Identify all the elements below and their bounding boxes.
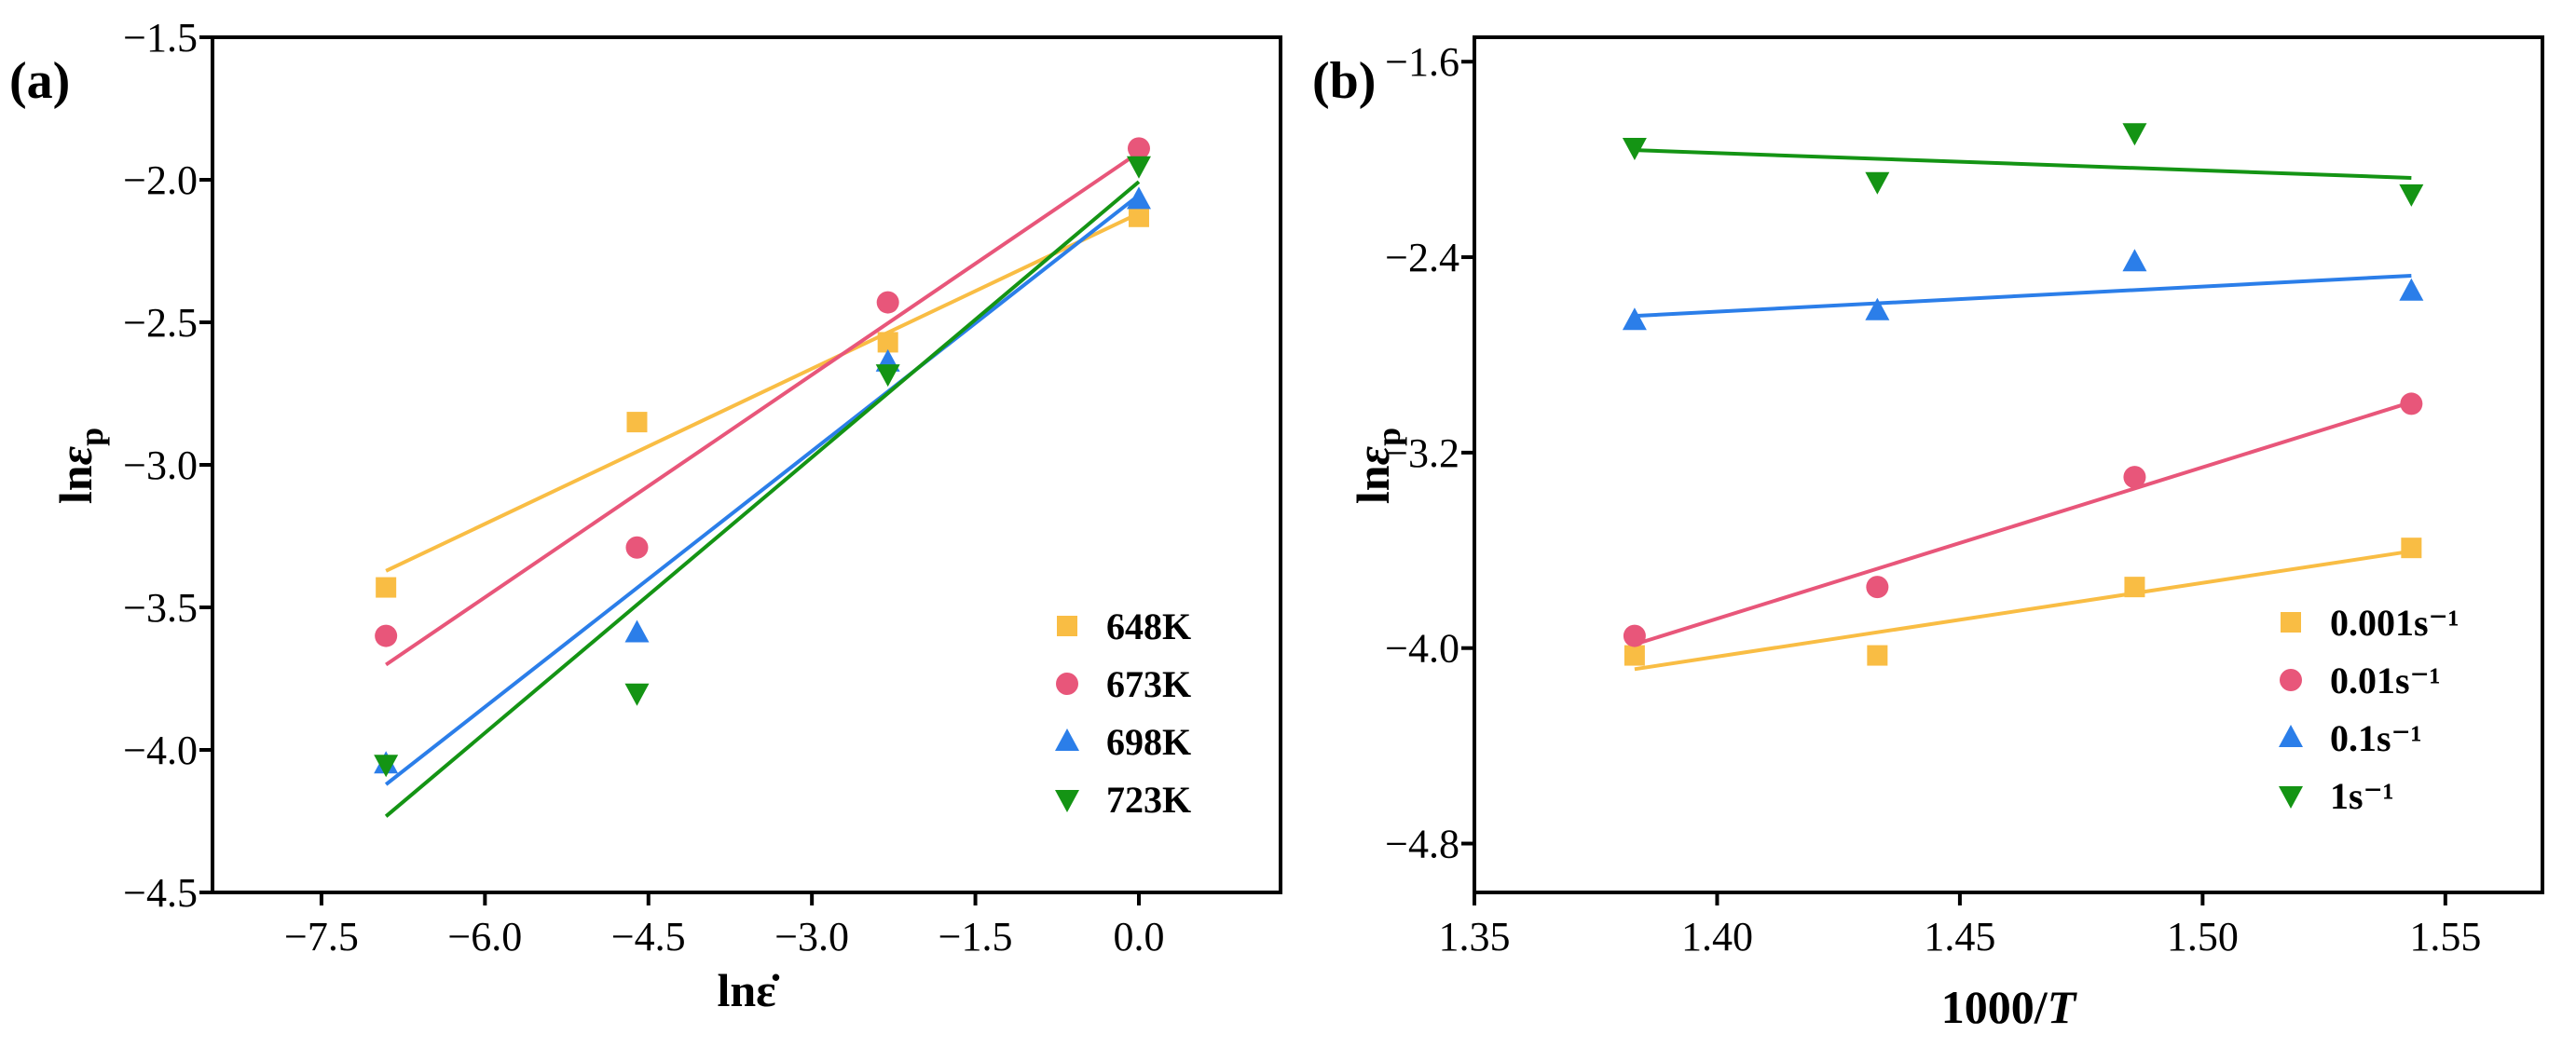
- x-axis-title-b: 1000/T: [1941, 981, 2078, 1033]
- x-tick-label: −1.5: [939, 914, 1013, 960]
- y-tick-label: −4.0: [123, 728, 198, 773]
- y-tick-label: −4.5: [123, 870, 198, 916]
- chart-panel-b: 1.35 1.40 1.45 1.50 1.55 −4.8 −4.0 −3.2 −2.4 −1.6…: [1312, 35, 2544, 1033]
- fit-line-673K: [385, 150, 1141, 667]
- data-point-0.1s⁻¹: [1865, 297, 1890, 320]
- data-point-723K: [624, 683, 650, 706]
- y-tick-label: −1.5: [123, 15, 198, 61]
- x-tick-label: 1.45: [1924, 914, 1995, 960]
- y-tick-label: −4.0: [1385, 626, 1459, 672]
- data-point-1s⁻¹: [2122, 123, 2147, 146]
- data-point-673K: [625, 536, 649, 559]
- x-tick-label: 1.40: [1681, 914, 1753, 960]
- legend-label: 673K: [1106, 663, 1191, 705]
- fit-line-0.01s⁻¹: [1634, 400, 2412, 646]
- x-tick-label: 1.50: [2167, 914, 2239, 960]
- data-point-673K: [1127, 137, 1150, 160]
- legend-marker-698K: [1055, 728, 1079, 751]
- legend-marker-0.1s⁻¹: [2279, 725, 2303, 747]
- data-point-0.01s⁻¹: [2400, 392, 2423, 415]
- data-point-673K: [876, 291, 899, 314]
- legend-marker-0.001s⁻¹: [2281, 612, 2301, 633]
- data-point-698K: [1126, 186, 1151, 210]
- chart-a-marks: −7.5 −6.0 −4.5 −3.0 −1.5 0.0 −4.5 −4.0 −3.5 −3.0 −…: [123, 15, 1191, 960]
- x-tick-label: −3.0: [774, 914, 849, 960]
- legend-label: 723K: [1106, 779, 1191, 821]
- data-point-0.001s⁻¹: [2401, 538, 2422, 559]
- fit-line-723K: [384, 180, 1141, 818]
- legend-marker-673K: [1056, 673, 1078, 695]
- legend-label: 648K: [1106, 606, 1191, 647]
- data-point-648K: [877, 332, 898, 353]
- legend-marker-1s⁻¹: [2279, 786, 2303, 809]
- data-point-723K: [374, 755, 399, 778]
- data-point-648K: [1128, 206, 1149, 227]
- x-tick-label: −4.5: [611, 914, 686, 960]
- x-axis-title-a: lnε̇: [717, 964, 779, 1016]
- panel-label-a: (a): [9, 52, 70, 110]
- fit-line-0.001s⁻¹: [1634, 549, 2412, 672]
- y-axis-title-b: lnεp: [1347, 428, 1407, 504]
- data-point-698K: [624, 619, 650, 643]
- legend-label: 0.1s⁻¹: [2330, 717, 2422, 759]
- y-tick-label: −2.0: [123, 157, 198, 203]
- y-tick-label: −2.5: [123, 300, 198, 346]
- data-point-648K: [376, 577, 397, 598]
- data-point-1s⁻¹: [1865, 171, 1890, 195]
- data-point-673K: [375, 624, 398, 647]
- x-tick-label: −6.0: [447, 914, 522, 960]
- legend-label: 698K: [1106, 721, 1191, 763]
- data-point-0.1s⁻¹: [1622, 307, 1647, 331]
- fit-line-0.1s⁻¹: [1634, 273, 2412, 319]
- y-axis-title-a: lnεp: [49, 428, 110, 504]
- y-tick-label: −4.8: [1385, 822, 1459, 867]
- fit-line-698K: [384, 193, 1141, 786]
- x-tick-label: 1.55: [2409, 914, 2481, 960]
- data-point-0.001s⁻¹: [1867, 645, 1888, 666]
- legend-label: 0.001s⁻¹: [2330, 602, 2460, 644]
- data-point-1s⁻¹: [1622, 138, 1647, 161]
- data-point-0.01s⁻¹: [2123, 466, 2146, 489]
- data-point-0.1s⁻¹: [2122, 249, 2147, 272]
- data-point-0.001s⁻¹: [1624, 645, 1645, 666]
- legend-marker-0.01s⁻¹: [2280, 669, 2302, 691]
- data-point-648K: [626, 412, 648, 433]
- chart-panel-a: −7.5 −6.0 −4.5 −3.0 −1.5 0.0 −4.5 −4.0 −3.5 −3.0 −…: [9, 15, 1282, 1016]
- data-point-0.01s⁻¹: [1623, 624, 1646, 647]
- plot-frame-b: [1473, 35, 2544, 894]
- data-point-1s⁻¹: [2399, 184, 2424, 207]
- panel-label-b: (b): [1312, 52, 1376, 110]
- legend-marker-723K: [1055, 790, 1079, 812]
- x-tick-label: 1.35: [1439, 914, 1511, 960]
- y-tick-label: −2.4: [1385, 235, 1459, 280]
- fit-line-1s⁻¹: [1634, 148, 2412, 180]
- data-point-723K: [875, 364, 900, 388]
- chart-b-marks: 1.35 1.40 1.45 1.50 1.55 −4.8 −4.0 −3.2 −2.4 −1.6…: [1385, 39, 2481, 960]
- y-tick-label: −3.5: [123, 585, 198, 631]
- legend-label: 1s⁻¹: [2330, 775, 2394, 817]
- data-point-0.1s⁻¹: [2399, 278, 2424, 301]
- legend-marker-648K: [1057, 616, 1077, 636]
- data-point-723K: [1126, 156, 1151, 179]
- y-tick-label: −1.6: [1385, 39, 1459, 85]
- data-point-0.001s⁻¹: [2124, 577, 2145, 598]
- x-tick-label: −7.5: [284, 914, 359, 960]
- fit-line-648K: [385, 211, 1140, 573]
- y-tick-label: −3.2: [1385, 430, 1459, 476]
- data-point-0.01s⁻¹: [1866, 576, 1889, 599]
- legend-label: 0.01s⁻¹: [2330, 660, 2441, 701]
- x-tick-label: 0.0: [1113, 914, 1164, 960]
- y-tick-label: −3.0: [123, 442, 198, 488]
